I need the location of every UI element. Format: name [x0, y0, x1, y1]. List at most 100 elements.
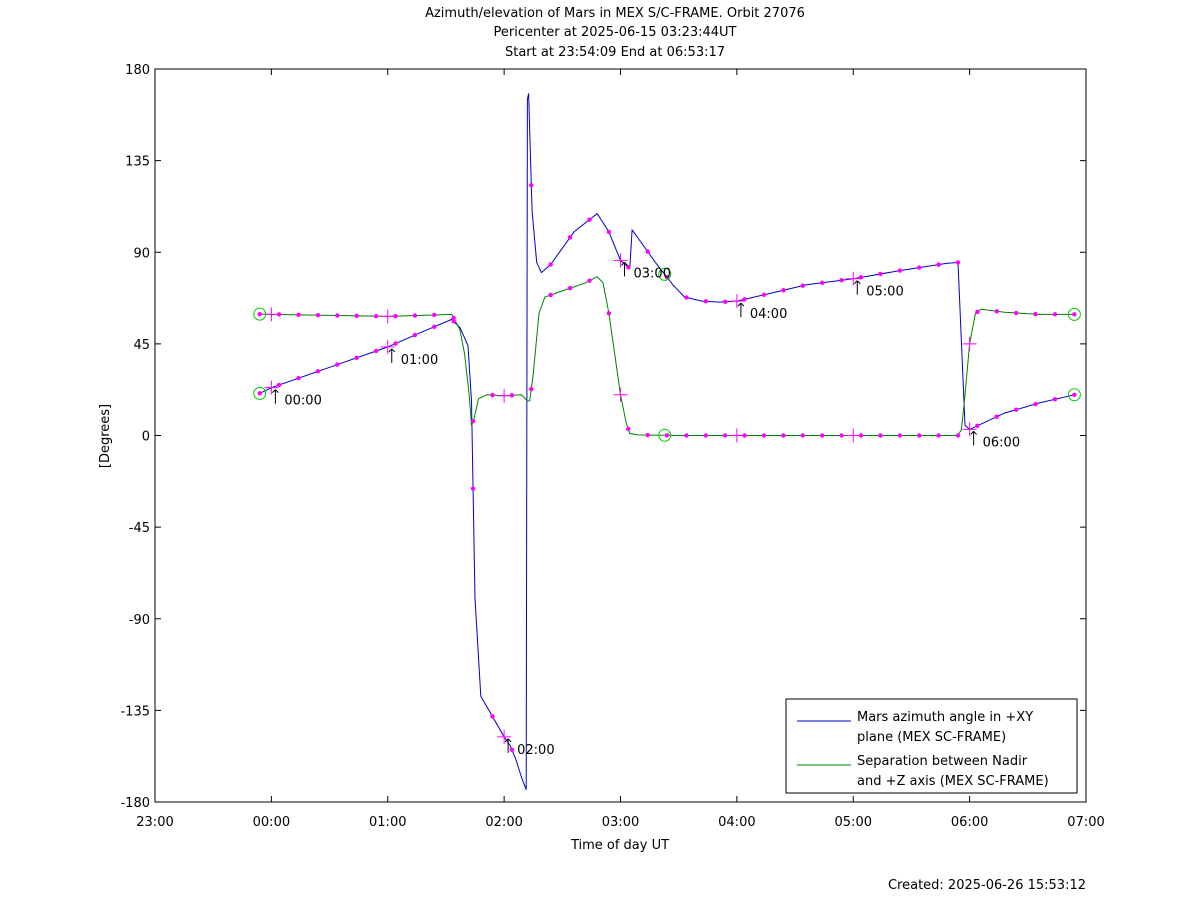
data-point-marker	[567, 235, 573, 240]
data-point-marker	[1033, 401, 1038, 407]
x-tick-label: 02:00	[485, 815, 522, 830]
legend-label-azimuth-line-1: Mars azimuth angle in +XY	[857, 710, 1033, 725]
annotation-arrow	[391, 348, 396, 353]
data-point-marker	[587, 278, 592, 283]
data-point-marker	[955, 433, 961, 438]
data-point-marker	[994, 309, 999, 314]
data-point-marker	[315, 369, 321, 374]
y-tick-label: 90	[133, 246, 150, 261]
legend-box	[785, 698, 1078, 794]
data-point-marker	[354, 313, 359, 319]
x-tick-label: 04:00	[718, 815, 755, 830]
data-point-marker	[858, 433, 864, 438]
data-point-marker	[684, 433, 689, 438]
data-point-marker	[820, 280, 825, 285]
data-point-marker	[664, 275, 670, 280]
y-tick-label: 135	[125, 155, 150, 170]
data-point-marker	[1072, 312, 1077, 317]
annotation-label: 04:00	[750, 307, 787, 322]
data-point-marker	[529, 183, 534, 188]
annotation-arrow	[275, 389, 279, 394]
data-point-marker	[490, 714, 495, 719]
annotation-label: 00:00	[284, 394, 321, 409]
legend-label-separation-line-1: Separation between Nadir	[857, 754, 1028, 769]
annotation-label: 02:00	[517, 743, 554, 758]
chart-title: Azimuth/elevation of Mars in MEX S/C-FRA…	[425, 6, 805, 60]
data-point-marker	[839, 433, 844, 438]
annotation-arrow	[740, 302, 745, 307]
data-point-marker	[800, 433, 806, 438]
annotation-label: 05:00	[866, 285, 903, 300]
data-point-marker	[684, 295, 689, 300]
data-point-marker	[296, 375, 301, 381]
data-point-marker	[257, 311, 262, 317]
data-point-marker	[1072, 392, 1077, 397]
y-tick-label: -90	[129, 613, 150, 628]
data-point-marker	[412, 332, 418, 338]
data-point-marker	[761, 292, 767, 297]
annotation-arrow	[737, 302, 742, 307]
data-point-marker	[839, 278, 844, 283]
annotation-arrow	[504, 738, 509, 743]
data-point-marker	[587, 217, 592, 222]
data-point-marker	[451, 315, 456, 321]
x-tick-label: 00:00	[253, 815, 290, 830]
data-point-marker	[761, 433, 767, 438]
legend: Mars azimuth angle in +XY plane (MEX SC-…	[785, 698, 1078, 794]
title-line-3: Start at 23:54:09 End at 06:53:17	[505, 45, 725, 60]
data-point-marker	[703, 299, 709, 304]
data-point-marker	[296, 312, 301, 318]
data-point-marker	[936, 433, 941, 438]
data-point-marker	[626, 426, 631, 432]
title-line-2: Pericenter at 2025-06-15 03:23:44UT	[493, 25, 736, 40]
data-point-marker	[548, 292, 553, 298]
data-point-marker	[432, 324, 437, 329]
data-point-marker	[723, 299, 728, 304]
data-point-marker	[373, 313, 379, 319]
data-point-marker	[742, 433, 747, 438]
pericenter-marker	[658, 428, 672, 442]
data-point-marker	[509, 393, 515, 398]
x-tick-label: 23:00	[136, 815, 173, 830]
endpoint-marker	[253, 307, 267, 321]
x-tick-label: 03:00	[602, 815, 639, 830]
created-timestamp: Created: 2025-06-26 15:53:12	[888, 878, 1086, 893]
data-point-marker	[626, 264, 631, 270]
x-tick-label: 05:00	[835, 815, 872, 830]
annotation-arrow	[507, 738, 512, 743]
data-point-marker	[1052, 397, 1058, 402]
data-point-marker	[509, 747, 515, 752]
y-tick-label: 0	[142, 430, 150, 445]
y-tick-label: -135	[120, 704, 150, 719]
data-point-marker	[664, 433, 670, 438]
series-line-1	[259, 93, 1075, 790]
data-point-marker	[412, 313, 418, 318]
data-point-marker	[490, 392, 495, 398]
data-point-marker	[820, 433, 825, 438]
y-tick-label: 45	[133, 338, 150, 353]
data-point-marker	[393, 313, 398, 319]
data-point-marker	[354, 355, 359, 360]
annotation-label: 06:00	[983, 435, 1020, 450]
data-point-marker	[606, 311, 612, 316]
x-tick-label: 07:00	[1067, 815, 1104, 830]
annotation-arrow	[624, 262, 628, 266]
annotation-arrow	[970, 431, 974, 435]
annotation-arrow	[973, 431, 977, 435]
annotation-arrow	[388, 348, 393, 353]
y-tick-label: 180	[125, 63, 150, 78]
data-point-marker	[781, 433, 786, 438]
legend-label-separation-line-2: and +Z axis (MEX SC-FRAME)	[857, 774, 1049, 789]
data-point-marker	[955, 260, 961, 265]
data-point-marker	[742, 297, 747, 302]
data-point-marker	[335, 313, 340, 318]
data-point-marker	[451, 319, 456, 324]
annotation-arrow	[272, 389, 276, 394]
data-point-marker	[897, 433, 902, 438]
data-point-marker	[470, 419, 476, 424]
data-point-marker	[432, 312, 437, 318]
y-tick-label: -180	[120, 796, 150, 811]
annotation-arrow	[856, 280, 861, 285]
data-point-marker	[878, 271, 883, 277]
